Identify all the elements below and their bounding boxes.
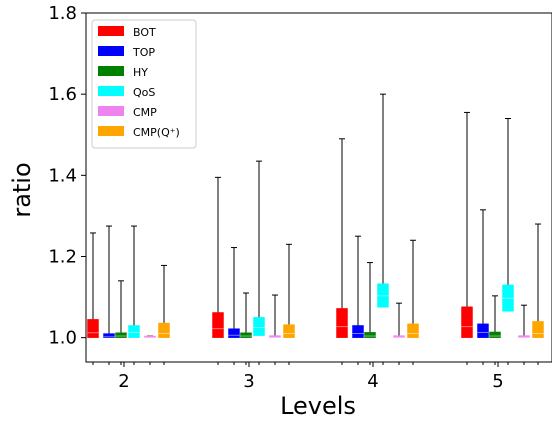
- x-tick-label: 2: [118, 371, 129, 392]
- box-body: [228, 328, 240, 338]
- box-qos-5: [502, 118, 514, 312]
- box-cmp-5: [518, 304, 530, 338]
- box-body: [352, 325, 364, 338]
- box-hy-3: [240, 292, 252, 338]
- y-tick-label: 1.8: [48, 3, 77, 24]
- box-body: [518, 335, 530, 338]
- legend-swatch: [98, 66, 124, 76]
- box-body: [377, 283, 389, 308]
- box-top-4: [352, 235, 364, 338]
- box-body: [269, 335, 281, 338]
- box-top-3: [228, 247, 240, 338]
- box-bot-2: [87, 232, 99, 338]
- box-body: [253, 317, 265, 336]
- legend-swatch: [98, 106, 124, 116]
- legend-swatch: [98, 86, 124, 96]
- y-axis: 1.0 1.2 1.4 1.6 1.8: [48, 3, 86, 349]
- box-body: [477, 323, 489, 338]
- x-tick-label: 3: [243, 371, 254, 392]
- box-body: [489, 331, 501, 338]
- y-tick-label: 1.6: [48, 84, 77, 105]
- box-body: [158, 322, 170, 338]
- legend-swatch: [98, 26, 124, 36]
- box-body: [407, 323, 419, 338]
- box-bot-4: [336, 138, 348, 338]
- box-hy-2: [115, 280, 127, 338]
- box-body: [532, 321, 544, 338]
- legend-label: CMP: [133, 106, 157, 119]
- box-cmp-2: [144, 335, 156, 338]
- legend-label: CMP(Q⁺): [133, 126, 180, 139]
- box-bot-5: [461, 111, 473, 338]
- box-body: [144, 335, 156, 338]
- legend-label: QoS: [133, 86, 155, 99]
- box-body: [128, 325, 140, 338]
- box-cmpq-5: [532, 223, 544, 338]
- x-tick-label: 5: [492, 371, 503, 392]
- box-qos-3: [253, 160, 265, 336]
- box-qos-4: [377, 93, 389, 308]
- box-body: [393, 335, 405, 338]
- plot-frame: [85, 12, 552, 363]
- box-body: [87, 319, 99, 338]
- legend-swatch: [98, 46, 124, 56]
- box-cmp-4: [393, 302, 405, 338]
- y-tick-label: 1.4: [48, 165, 77, 186]
- legend-swatch: [98, 126, 124, 136]
- box-body: [212, 312, 224, 338]
- legend-label: HY: [133, 66, 148, 79]
- box-cmpq-3: [283, 243, 295, 338]
- x-axis: 2 3 4 5: [92, 362, 539, 392]
- box-hy-5: [489, 295, 501, 338]
- box-top-5: [477, 209, 489, 338]
- x-axis-title: Levels: [280, 392, 356, 420]
- box-qos-2: [128, 225, 140, 338]
- box-top-2: [103, 225, 115, 338]
- x-tick-label: 4: [367, 371, 378, 392]
- legend-label: BOT: [133, 26, 156, 39]
- box-body: [240, 332, 252, 338]
- box-body: [364, 332, 376, 338]
- plot-area: [85, 12, 552, 363]
- y-axis-title: ratio: [8, 162, 36, 217]
- box-cmpq-2: [158, 264, 170, 338]
- box-cmp-3: [269, 294, 281, 338]
- box-cmpq-4: [407, 239, 419, 338]
- legend: BOT TOP HY QoS CMP CMP(Q⁺): [91, 19, 197, 149]
- box-body: [283, 324, 295, 338]
- box-body: [336, 308, 348, 338]
- box-body: [115, 332, 127, 338]
- box-body: [461, 306, 473, 338]
- legend-label: TOP: [132, 46, 155, 59]
- box-hy-4: [364, 262, 376, 338]
- box-bot-3: [212, 176, 224, 338]
- box-body: [103, 333, 115, 338]
- y-tick-label: 1.2: [48, 246, 77, 267]
- y-tick-label: 1.0: [48, 328, 77, 349]
